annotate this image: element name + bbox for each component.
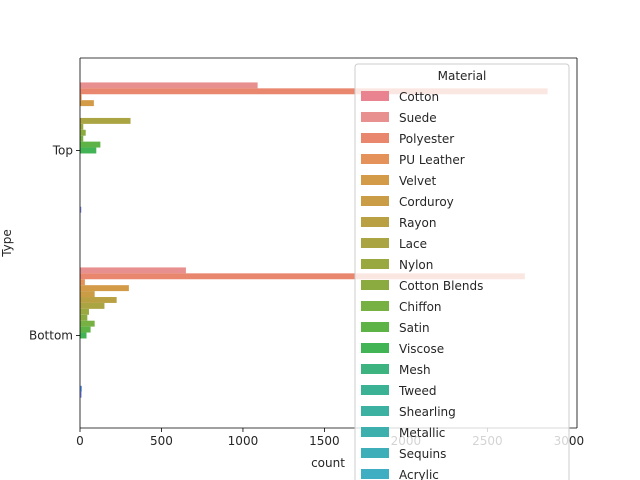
legend-item: Shearling <box>361 405 456 419</box>
bar-bottom-pu-leather <box>80 279 85 286</box>
bars-group <box>80 82 548 398</box>
legend-swatch <box>361 175 389 185</box>
legend-items: Cotton Suede Polyester PU Leather Velvet Cord… <box>361 90 483 480</box>
legend-label: Sequins <box>399 447 446 461</box>
bar-bottom-viscose <box>80 332 87 339</box>
legend-swatch <box>361 427 389 437</box>
bar-top-nylon <box>80 123 84 130</box>
x-tick-label: 1500 <box>309 434 340 448</box>
legend-swatch <box>361 196 389 206</box>
legend-swatch <box>361 259 389 269</box>
legend-item: Metallic <box>361 426 445 440</box>
legend-label: Metallic <box>399 426 445 440</box>
y-axis-label: Type <box>0 229 14 258</box>
legend-swatch <box>361 448 389 458</box>
bar-top-suede <box>80 82 258 89</box>
bar-top-cotton-blends <box>80 129 86 136</box>
legend-swatch <box>361 217 389 227</box>
legend-swatch <box>361 406 389 416</box>
bar-bottom-velvet <box>80 285 129 292</box>
bar-bottom-lace <box>80 302 105 309</box>
legend-swatch <box>361 238 389 248</box>
bar-bottom-rayon <box>80 297 117 303</box>
legend-item: Cotton <box>361 90 439 104</box>
y-ticks: Top Bottom <box>29 144 80 343</box>
x-tick-label: 0 <box>76 434 84 448</box>
legend-swatch <box>361 364 389 374</box>
legend-item: Mesh <box>361 363 431 377</box>
legend-label: Satin <box>399 321 430 335</box>
bar-bottom-suede <box>80 267 186 274</box>
x-tick-label: 1000 <box>228 434 259 448</box>
legend-item: Viscose <box>361 342 444 356</box>
bar-bottom-nylon <box>80 308 89 315</box>
legend-item: Lace <box>361 237 427 251</box>
legend-swatch <box>361 322 389 332</box>
bar-top-viscose <box>80 147 97 154</box>
legend-title: Material <box>438 69 487 83</box>
legend-item: Corduroy <box>361 195 454 209</box>
legend: Material Cotton Suede Polyester PU Leather V… <box>354 63 570 480</box>
legend-item: Suede <box>361 111 437 125</box>
legend-label: Chiffon <box>399 300 442 314</box>
legend-label: Lace <box>399 237 427 251</box>
legend-label: Rayon <box>399 216 436 230</box>
legend-label: PU Leather <box>399 153 465 167</box>
bar-bottom-wool <box>80 385 82 392</box>
legend-swatch <box>361 385 389 395</box>
bar-bottom-satin <box>80 326 91 333</box>
legend-label: Cotton <box>399 90 439 104</box>
legend-item: Acrylic <box>361 468 439 480</box>
legend-swatch <box>361 469 389 479</box>
bar-top-velvet <box>80 100 94 107</box>
legend-label: Cotton Blends <box>399 279 483 293</box>
legend-swatch <box>361 301 389 311</box>
bar-top-satin <box>80 141 101 148</box>
legend-label: Viscose <box>399 342 444 356</box>
bar-top-pu-leather <box>80 94 82 101</box>
legend-label: Nylon <box>399 258 433 272</box>
bar-bottom-polyester <box>80 273 525 280</box>
legend-item: Velvet <box>361 174 436 188</box>
legend-swatch <box>361 91 389 101</box>
x-axis-label: count <box>311 456 345 470</box>
legend-label: Velvet <box>399 174 436 188</box>
legend-item: Chiffon <box>361 300 442 314</box>
y-tick-label-top: Top <box>52 144 73 158</box>
bar-top-denim <box>80 206 82 213</box>
legend-label: Shearling <box>399 405 456 419</box>
x-tick-label: 500 <box>150 434 173 448</box>
bar-top-chiffon <box>80 135 84 142</box>
bar-top-lace <box>80 117 131 124</box>
bar-bottom-cotton-blends <box>80 314 88 321</box>
legend-label: Tweed <box>398 384 437 398</box>
legend-label: Acrylic <box>399 468 439 480</box>
legend-item: Nylon <box>361 258 433 272</box>
legend-frame <box>354 63 570 480</box>
legend-label: Polyester <box>399 132 454 146</box>
legend-item: Rayon <box>361 216 436 230</box>
legend-swatch <box>361 133 389 143</box>
legend-swatch <box>361 112 389 122</box>
legend-item: Polyester <box>361 132 454 146</box>
legend-label: Corduroy <box>399 195 454 209</box>
legend-label: Suede <box>399 111 437 125</box>
legend-item: Tweed <box>361 384 437 398</box>
legend-swatch <box>361 280 389 290</box>
legend-swatch <box>361 343 389 353</box>
legend-swatch <box>361 154 389 164</box>
bar-bottom-denim <box>80 391 82 398</box>
bar-bottom-chiffon <box>80 320 95 327</box>
bar-bottom-corduroy <box>80 291 95 298</box>
legend-item: Cotton Blends <box>361 279 483 293</box>
legend-item: PU Leather <box>361 153 465 167</box>
bar-top-polyester <box>80 88 548 95</box>
legend-label: Mesh <box>399 363 431 377</box>
legend-item: Satin <box>361 321 430 335</box>
y-tick-label-bottom: Bottom <box>29 329 73 343</box>
legend-item: Sequins <box>361 447 446 461</box>
